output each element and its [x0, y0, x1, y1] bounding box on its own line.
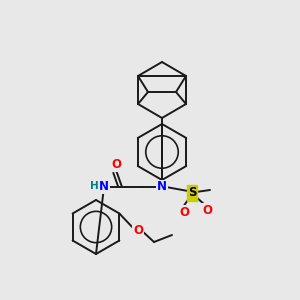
Text: O: O: [111, 158, 121, 172]
Text: N: N: [157, 181, 167, 194]
Text: H: H: [90, 181, 98, 191]
Text: N: N: [99, 181, 109, 194]
Text: O: O: [133, 224, 143, 236]
Text: S: S: [188, 187, 196, 200]
Text: O: O: [179, 206, 189, 218]
Text: O: O: [202, 203, 212, 217]
